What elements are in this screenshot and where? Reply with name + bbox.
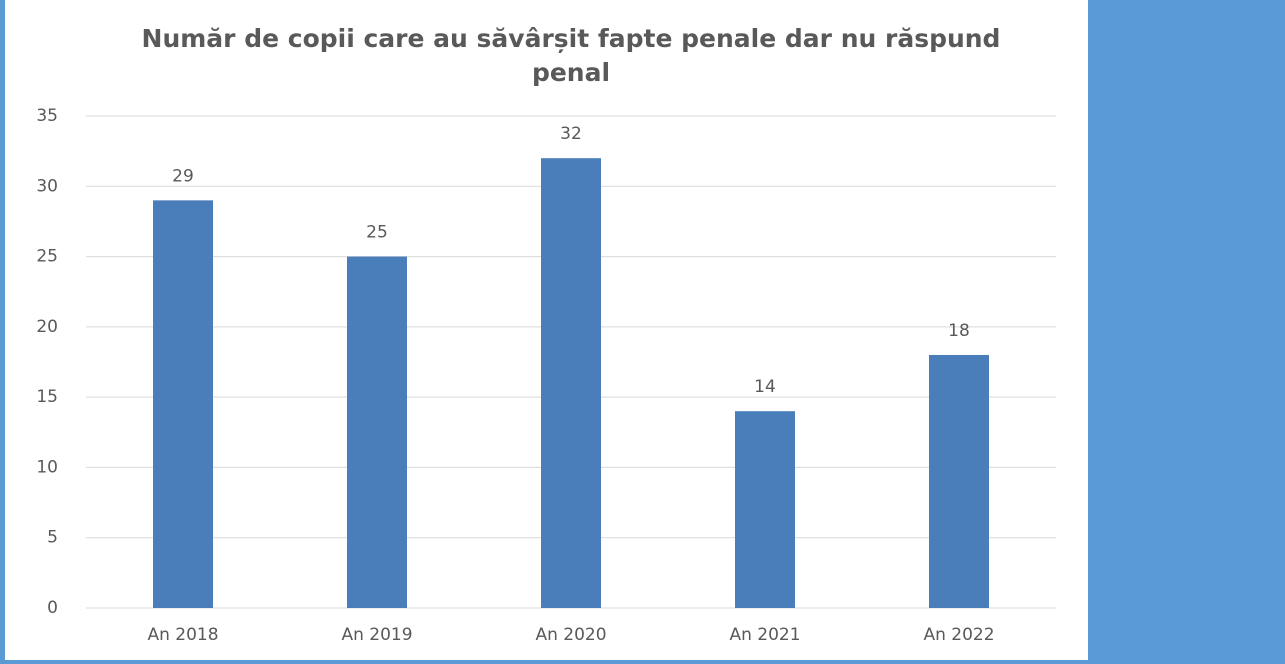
side-panel — [1088, 0, 1285, 664]
value-label: 32 — [560, 124, 582, 144]
value-label: 25 — [366, 223, 388, 243]
y-tick-label: 20 — [36, 317, 58, 337]
y-tick-label: 10 — [36, 457, 58, 477]
bar — [735, 411, 795, 608]
value-label: 29 — [172, 166, 194, 186]
y-tick-label: 15 — [36, 387, 58, 407]
x-tick-label: An 2018 — [147, 625, 218, 645]
bottom-border — [0, 660, 1088, 664]
x-tick-label: An 2022 — [923, 625, 994, 645]
x-tick-label: An 2020 — [535, 625, 606, 645]
y-tick-label: 35 — [36, 106, 58, 126]
left-border — [0, 0, 5, 664]
y-tick-label: 30 — [36, 176, 58, 196]
value-label: 14 — [754, 377, 776, 397]
x-tick-label: An 2021 — [729, 625, 800, 645]
y-tick-label: 0 — [47, 598, 58, 618]
value-label: 18 — [948, 321, 970, 341]
bar — [929, 354, 989, 608]
bar — [153, 200, 213, 609]
bar — [347, 256, 407, 608]
bar — [541, 158, 601, 608]
x-tick-label: An 2019 — [341, 625, 412, 645]
chart-title: Număr de copii care au săvârșit fapte pe… — [141, 24, 1001, 87]
y-tick-label: 5 — [47, 528, 58, 548]
y-tick-label: 25 — [36, 247, 58, 267]
